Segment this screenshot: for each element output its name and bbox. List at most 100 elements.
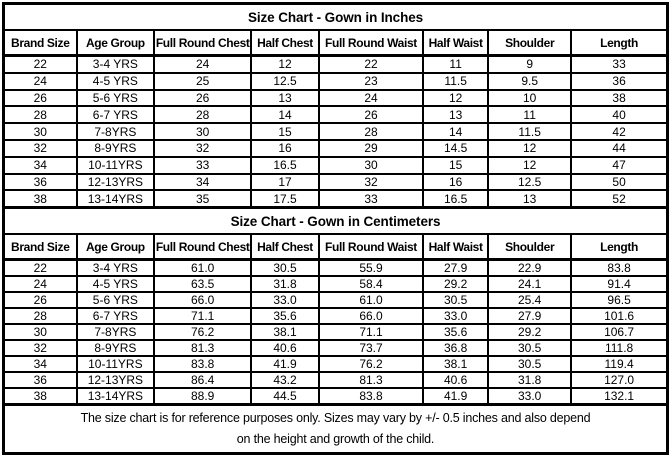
table-cell: 31.8 — [487, 371, 573, 390]
table-cell: 12 — [250, 54, 320, 74]
table-cell: 33 — [570, 54, 669, 74]
table-cell: 25.4 — [487, 291, 573, 310]
table-row: 38 13-14YRS 88.9 44.5 83.8 41.9 33.0 132.1 — [2, 387, 669, 406]
table-cell: 88.9 — [153, 387, 253, 406]
table-cell: 32 — [153, 138, 253, 158]
column-header: Age Group — [75, 233, 156, 262]
table-cell: 32 — [2, 339, 78, 358]
table-cell: 16.5 — [422, 189, 490, 209]
table-cell: 12-13YRS — [75, 172, 156, 192]
table-cell: 3-4 YRS — [75, 258, 156, 278]
table-row: 22 3-4 YRS 61.0 30.5 55.9 27.9 22.9 83.8 — [2, 258, 669, 278]
table-cell: 16 — [422, 172, 490, 192]
table-cell: 35.6 — [250, 307, 320, 326]
footer-row: The size chart is for reference purposes… — [2, 403, 669, 455]
table-cell: 71.1 — [317, 323, 425, 342]
table-cell: 30 — [2, 122, 78, 141]
table-cell: 10-11YRS — [75, 355, 156, 374]
table-cell: 32 — [2, 138, 78, 158]
inches-table-body: 22 3-4 YRS 24 12 22 11 9 33 24 4-5 YRS 25 12.5 23 11.… — [2, 54, 669, 209]
column-header: Half Waist — [422, 29, 490, 57]
table-cell: 26 — [317, 105, 425, 125]
table-cell: 41.9 — [250, 355, 320, 374]
table-cell: 9 — [487, 54, 573, 74]
table-cell: 66.0 — [317, 307, 425, 326]
table-cell: 33.0 — [422, 307, 490, 326]
table-cell: 4-5 YRS — [75, 275, 156, 294]
footer-line-2: on the height and growth of the child. — [236, 432, 435, 447]
table-row: 38 13-14YRS 35 17.5 33 16.5 13 52 — [2, 189, 669, 209]
table-cell: 58.4 — [317, 275, 425, 294]
table-cell: 81.3 — [153, 339, 253, 358]
table-cell: 6-7 YRS — [75, 105, 156, 125]
table-cell: 15 — [422, 155, 490, 175]
table-row: 30 7-8YRS 30 15 28 14 11.5 42 — [2, 122, 669, 141]
table-cell: 28 — [2, 307, 78, 326]
table-cell: 33.0 — [250, 291, 320, 310]
table-cell: 33 — [153, 155, 253, 175]
table-row: 24 4-5 YRS 63.5 31.8 58.4 29.2 24.1 91.4 — [2, 275, 669, 294]
table-row: 28 6-7 YRS 71.1 35.6 66.0 33.0 27.9 101.6 — [2, 307, 669, 326]
table-cell: 50 — [570, 172, 669, 192]
table-cell: 38.1 — [250, 323, 320, 342]
table-cell: 10-11YRS — [75, 155, 156, 175]
table-cell: 36.8 — [422, 339, 490, 358]
table-cell: 81.3 — [317, 371, 425, 390]
table-cell: 12.5 — [250, 71, 320, 91]
table-cell: 33 — [317, 189, 425, 209]
column-header: Length — [570, 233, 669, 262]
table-cell: 29.2 — [487, 323, 573, 342]
table-cell: 132.1 — [570, 387, 669, 406]
table-cell: 28 — [153, 105, 253, 125]
table-cell: 76.2 — [317, 355, 425, 374]
column-header: Brand Size — [2, 233, 78, 262]
table-cell: 33.0 — [487, 387, 573, 406]
table-cell: 22 — [2, 258, 78, 278]
table-cell: 13 — [250, 88, 320, 108]
table-row: 26 5-6 YRS 26 13 24 12 10 38 — [2, 88, 669, 108]
table-cell: 40 — [570, 105, 669, 125]
column-header-row-cm: Brand Size Age Group Full Round Chest Half … — [2, 233, 669, 262]
table-cell: 36 — [570, 71, 669, 91]
table-row: 36 12-13YRS 86.4 43.2 81.3 40.6 31.8 127.0 — [2, 371, 669, 390]
section-header-cm: Size Chart - Gown in Centimeters — [2, 206, 669, 236]
table-cell: 16.5 — [250, 155, 320, 175]
column-header: Length — [570, 29, 669, 57]
table-row: 26 5-6 YRS 66.0 33.0 61.0 30.5 25.4 96.5 — [2, 291, 669, 310]
table-row: 34 10-11YRS 83.8 41.9 76.2 38.1 30.5 119.4 — [2, 355, 669, 374]
table-cell: 8-9YRS — [75, 339, 156, 358]
table-cell: 127.0 — [570, 371, 669, 390]
table-cell: 31.8 — [250, 275, 320, 294]
table-cell: 86.4 — [153, 371, 253, 390]
table-cell: 11 — [422, 54, 490, 74]
column-header: Full Round Chest — [153, 29, 253, 57]
table-cell: 111.8 — [570, 339, 669, 358]
table-cell: 16 — [250, 138, 320, 158]
table-cell: 25 — [153, 71, 253, 91]
table-cell: 34 — [2, 355, 78, 374]
table-cell: 44.5 — [250, 387, 320, 406]
table-cell: 35 — [153, 189, 253, 209]
table-row: 30 7-8YRS 76.2 38.1 71.1 35.6 29.2 106.7 — [2, 323, 669, 342]
table-cell: 22 — [2, 54, 78, 74]
table-cell: 4-5 YRS — [75, 71, 156, 91]
table-row: 36 12-13YRS 34 17 32 16 12.5 50 — [2, 172, 669, 192]
table-cell: 13 — [422, 105, 490, 125]
column-header: Shoulder — [487, 29, 573, 57]
section-title-inches: Size Chart - Gown in Inches — [2, 2, 669, 31]
table-cell: 22 — [317, 54, 425, 74]
table-row: 28 6-7 YRS 28 14 26 13 11 40 — [2, 105, 669, 125]
table-cell: 5-6 YRS — [75, 291, 156, 310]
table-cell: 96.5 — [570, 291, 669, 310]
table-cell: 12 — [422, 88, 490, 108]
table-cell: 32 — [317, 172, 425, 192]
table-cell: 14.5 — [422, 138, 490, 158]
table-cell: 26 — [2, 88, 78, 108]
table-cell: 28 — [2, 105, 78, 125]
table-row: 32 8-9YRS 81.3 40.6 73.7 36.8 30.5 111.8 — [2, 339, 669, 358]
column-header: Half Waist — [422, 233, 490, 262]
table-row: 34 10-11YRS 33 16.5 30 15 12 47 — [2, 155, 669, 175]
table-cell: 63.5 — [153, 275, 253, 294]
table-cell: 30.5 — [487, 355, 573, 374]
